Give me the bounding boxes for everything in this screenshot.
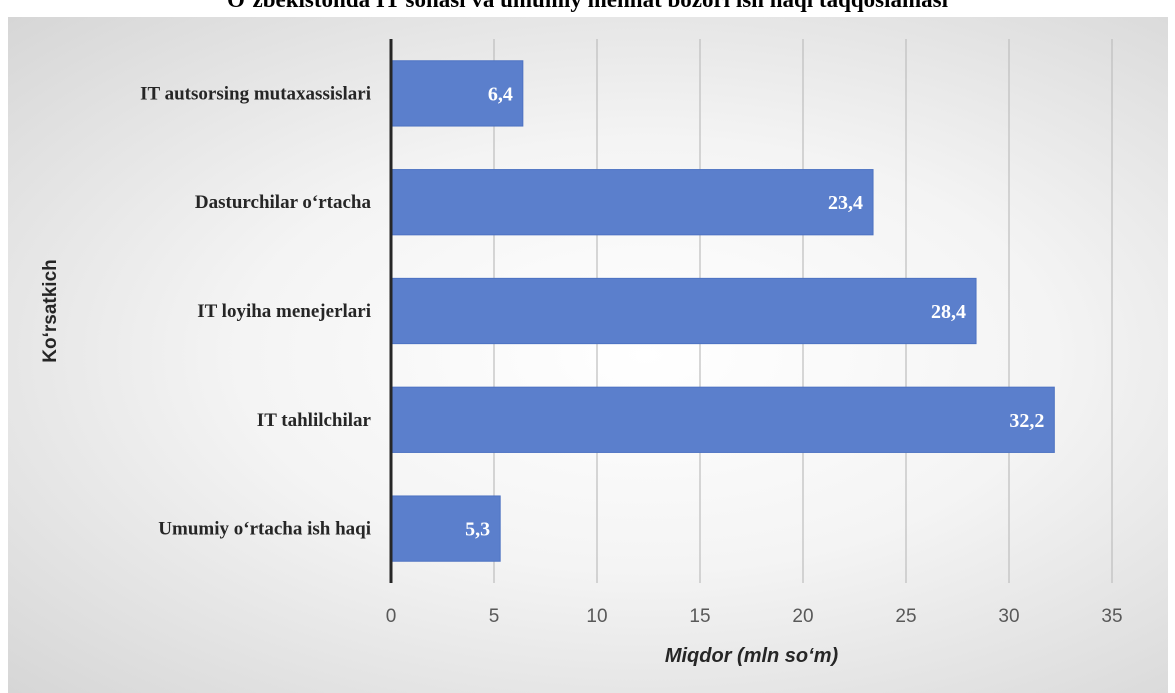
- x-axis-title: Miqdor (mln so‘m): [665, 645, 839, 667]
- x-tick-label: 20: [792, 606, 813, 627]
- bar-value-label: 5,3: [465, 519, 490, 541]
- category-label: IT autsorsing mutaxassislari: [140, 83, 371, 104]
- x-tick-label: 10: [586, 606, 607, 627]
- bar-value-label: 23,4: [828, 192, 863, 214]
- bar: [390, 277, 977, 345]
- x-tick-label: 30: [998, 606, 1019, 627]
- data-labels: 6,4 23,4 28,4 32,2 5,3: [465, 83, 1044, 540]
- category-label: Dasturchilar o‘rtacha: [195, 192, 372, 213]
- y-axis-categories: IT autsorsing mutaxassislari Dasturchilar…: [140, 83, 371, 539]
- category-label: Umumiy o‘rtacha ish haqi: [158, 519, 371, 540]
- bars: [390, 60, 1055, 562]
- chart-area: 0 5 10 15 20 25 30 35 IT autsorsing mutaxassisl…: [8, 17, 1168, 693]
- x-tick-label: 25: [895, 606, 916, 627]
- category-label: IT tahlilchilar: [257, 410, 372, 431]
- category-label: IT loyiha menejerlari: [197, 301, 371, 322]
- x-tick-label: 15: [689, 606, 710, 627]
- bar-value-label: 6,4: [488, 83, 513, 105]
- bar-value-label: 28,4: [931, 301, 966, 323]
- x-tick-label: 5: [489, 606, 500, 627]
- x-axis-ticks: 0 5 10 15 20 25 30 35: [386, 606, 1123, 627]
- x-tick-label: 35: [1101, 606, 1122, 627]
- bar: [390, 495, 501, 562]
- chart-title: O‘zbekistonda IT sohasi va umumiy mehnat…: [0, 0, 1175, 13]
- bar-chart: 0 5 10 15 20 25 30 35 IT autsorsing mutaxassisl…: [40, 39, 1123, 667]
- bar: [390, 169, 874, 236]
- bar: [390, 386, 1055, 453]
- bar-value-label: 32,2: [1009, 410, 1044, 432]
- y-axis-title: Ko‘rsatkich: [40, 259, 61, 362]
- x-tick-label: 0: [386, 606, 397, 627]
